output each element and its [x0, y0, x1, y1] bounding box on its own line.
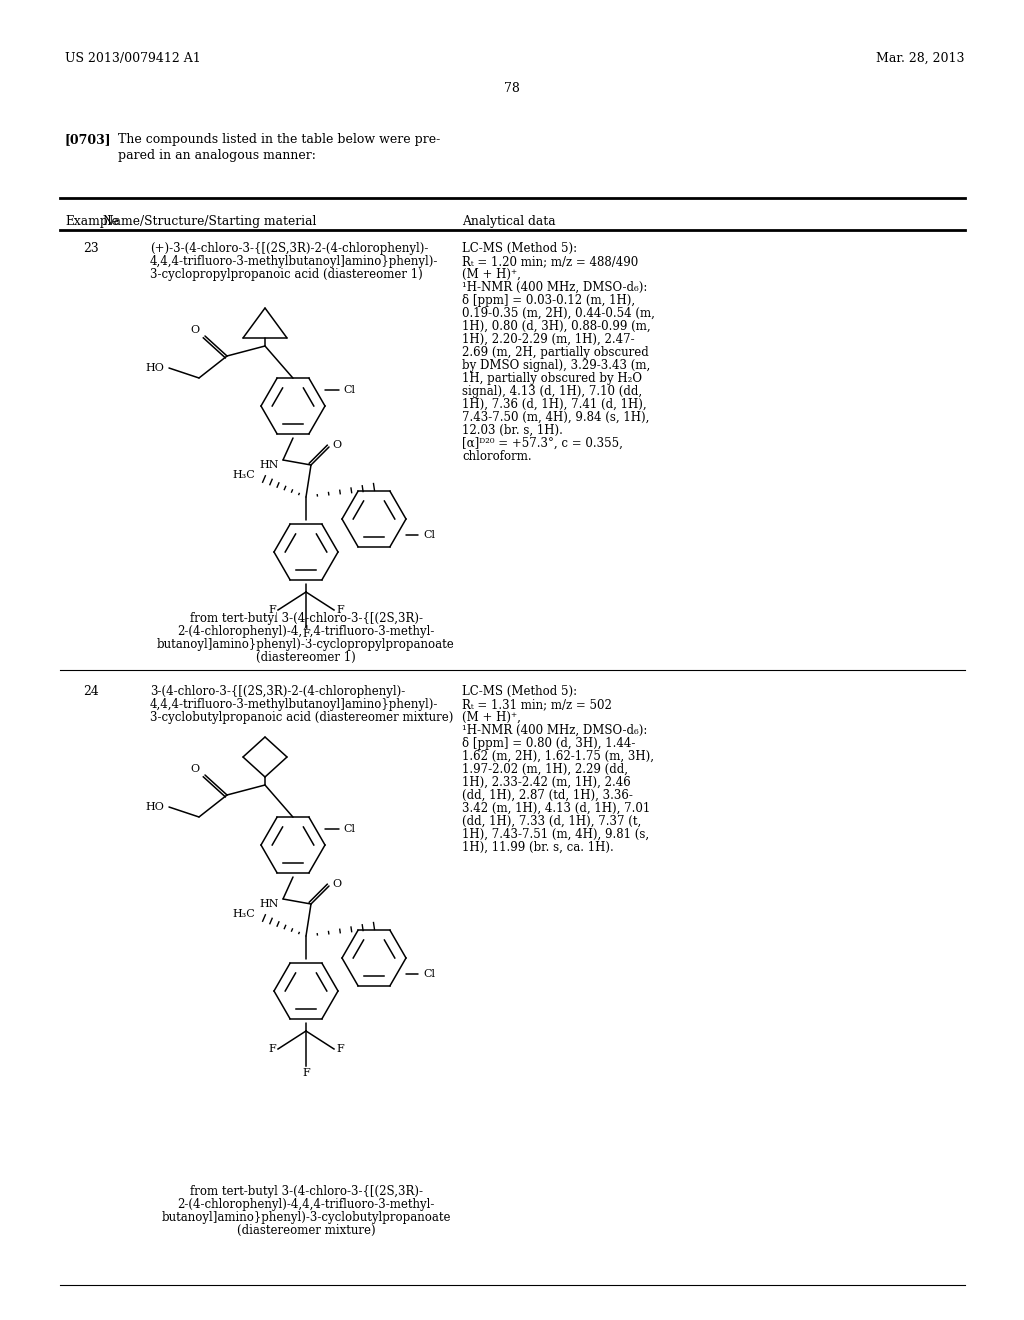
- Text: 24: 24: [83, 685, 98, 698]
- Text: 1H), 7.43-7.51 (m, 4H), 9.81 (s,: 1H), 7.43-7.51 (m, 4H), 9.81 (s,: [462, 828, 649, 841]
- Text: 12.03 (br. s, 1H).: 12.03 (br. s, 1H).: [462, 424, 563, 437]
- Text: F: F: [268, 1044, 275, 1053]
- Text: Rₜ = 1.20 min; m/z = 488/490: Rₜ = 1.20 min; m/z = 488/490: [462, 255, 638, 268]
- Text: HN: HN: [259, 899, 279, 909]
- Text: Name/Structure/Starting material: Name/Structure/Starting material: [103, 215, 316, 228]
- Text: 23: 23: [83, 242, 98, 255]
- Text: LC-MS (Method 5):: LC-MS (Method 5):: [462, 242, 578, 255]
- Text: Cl: Cl: [343, 824, 355, 834]
- Text: 1.62 (m, 2H), 1.62-1.75 (m, 3H),: 1.62 (m, 2H), 1.62-1.75 (m, 3H),: [462, 750, 654, 763]
- Text: signal), 4.13 (d, 1H), 7.10 (dd,: signal), 4.13 (d, 1H), 7.10 (dd,: [462, 385, 642, 399]
- Text: F: F: [302, 630, 310, 639]
- Text: 2.69 (m, 2H, partially obscured: 2.69 (m, 2H, partially obscured: [462, 346, 649, 359]
- Text: F: F: [302, 1068, 310, 1078]
- Text: The compounds listed in the table below were pre-: The compounds listed in the table below …: [118, 133, 440, 147]
- Text: H₃C: H₃C: [232, 909, 255, 919]
- Text: 2-(4-chlorophenyl)-4,4,4-trifluoro-3-methyl-: 2-(4-chlorophenyl)-4,4,4-trifluoro-3-met…: [177, 624, 434, 638]
- Text: 1H), 0.80 (d, 3H), 0.88-0.99 (m,: 1H), 0.80 (d, 3H), 0.88-0.99 (m,: [462, 319, 650, 333]
- Text: (dd, 1H), 7.33 (d, 1H), 7.37 (t,: (dd, 1H), 7.33 (d, 1H), 7.37 (t,: [462, 814, 641, 828]
- Text: δ [ppm] = 0.03-0.12 (m, 1H),: δ [ppm] = 0.03-0.12 (m, 1H),: [462, 294, 635, 308]
- Text: US 2013/0079412 A1: US 2013/0079412 A1: [65, 51, 201, 65]
- Text: butanoyl]amino}phenyl)-3-cyclopropylpropanoate: butanoyl]amino}phenyl)-3-cyclopropylprop…: [157, 638, 455, 651]
- Text: (M + H)⁺,: (M + H)⁺,: [462, 268, 521, 281]
- Text: Cl: Cl: [423, 531, 435, 540]
- Text: O: O: [190, 325, 200, 335]
- Text: O: O: [333, 440, 342, 450]
- Text: butanoyl]amino}phenyl)-3-cyclobutylpropanoate: butanoyl]amino}phenyl)-3-cyclobutylpropa…: [161, 1210, 451, 1224]
- Text: 4,4,4-trifluoro-3-methylbutanoyl]amino}phenyl)-: 4,4,4-trifluoro-3-methylbutanoyl]amino}p…: [150, 698, 438, 711]
- Text: 3-cyclopropylpropanoic acid (diastereomer 1): 3-cyclopropylpropanoic acid (diastereome…: [150, 268, 423, 281]
- Text: 3-cyclobutylpropanoic acid (diastereomer mixture): 3-cyclobutylpropanoic acid (diastereomer…: [150, 711, 454, 723]
- Text: δ [ppm] = 0.80 (d, 3H), 1.44-: δ [ppm] = 0.80 (d, 3H), 1.44-: [462, 737, 635, 750]
- Text: O: O: [333, 879, 342, 888]
- Text: H₃C: H₃C: [232, 470, 255, 480]
- Text: HO: HO: [145, 363, 165, 374]
- Text: 78: 78: [504, 82, 520, 95]
- Text: 1H), 2.20-2.29 (m, 1H), 2.47-: 1H), 2.20-2.29 (m, 1H), 2.47-: [462, 333, 635, 346]
- Text: 3-(4-chloro-3-{[(2S,3R)-2-(4-chlorophenyl)-: 3-(4-chloro-3-{[(2S,3R)-2-(4-chloropheny…: [150, 685, 406, 698]
- Text: (dd, 1H), 2.87 (td, 1H), 3.36-: (dd, 1H), 2.87 (td, 1H), 3.36-: [462, 789, 633, 803]
- Text: 0.19-0.35 (m, 2H), 0.44-0.54 (m,: 0.19-0.35 (m, 2H), 0.44-0.54 (m,: [462, 308, 655, 319]
- Text: from tert-butyl 3-(4-chloro-3-{[(2S,3R)-: from tert-butyl 3-(4-chloro-3-{[(2S,3R)-: [189, 1185, 423, 1199]
- Text: [α]ᴰ²⁰ = +57.3°, c = 0.355,: [α]ᴰ²⁰ = +57.3°, c = 0.355,: [462, 437, 623, 450]
- Text: (diastereomer 1): (diastereomer 1): [256, 651, 356, 664]
- Text: Analytical data: Analytical data: [462, 215, 556, 228]
- Text: 1H), 7.36 (d, 1H), 7.41 (d, 1H),: 1H), 7.36 (d, 1H), 7.41 (d, 1H),: [462, 399, 646, 411]
- Text: by DMSO signal), 3.29-3.43 (m,: by DMSO signal), 3.29-3.43 (m,: [462, 359, 650, 372]
- Text: 1H, partially obscured by H₂O: 1H, partially obscured by H₂O: [462, 372, 642, 385]
- Text: O: O: [190, 764, 200, 774]
- Text: F: F: [268, 605, 275, 615]
- Text: (M + H)⁺,: (M + H)⁺,: [462, 711, 521, 723]
- Text: HN: HN: [259, 459, 279, 470]
- Text: chloroform.: chloroform.: [462, 450, 531, 463]
- Text: 3.42 (m, 1H), 4.13 (d, 1H), 7.01: 3.42 (m, 1H), 4.13 (d, 1H), 7.01: [462, 803, 650, 814]
- Text: (+)-3-(4-chloro-3-{[(2S,3R)-2-(4-chlorophenyl)-: (+)-3-(4-chloro-3-{[(2S,3R)-2-(4-chlorop…: [150, 242, 428, 255]
- Text: Cl: Cl: [343, 385, 355, 395]
- Text: 7.43-7.50 (m, 4H), 9.84 (s, 1H),: 7.43-7.50 (m, 4H), 9.84 (s, 1H),: [462, 411, 649, 424]
- Text: F: F: [336, 605, 344, 615]
- Text: 4,4,4-trifluoro-3-methylbutanoyl]amino}phenyl)-: 4,4,4-trifluoro-3-methylbutanoyl]amino}p…: [150, 255, 438, 268]
- Text: 1H), 2.33-2.42 (m, 1H), 2.46: 1H), 2.33-2.42 (m, 1H), 2.46: [462, 776, 631, 789]
- Text: 1.97-2.02 (m, 1H), 2.29 (dd,: 1.97-2.02 (m, 1H), 2.29 (dd,: [462, 763, 628, 776]
- Text: 2-(4-chlorophenyl)-4,4,4-trifluoro-3-methyl-: 2-(4-chlorophenyl)-4,4,4-trifluoro-3-met…: [177, 1199, 434, 1210]
- Text: F: F: [336, 1044, 344, 1053]
- Text: from tert-butyl 3-(4-chloro-3-{[(2S,3R)-: from tert-butyl 3-(4-chloro-3-{[(2S,3R)-: [189, 612, 423, 624]
- Text: Rₜ = 1.31 min; m/z = 502: Rₜ = 1.31 min; m/z = 502: [462, 698, 612, 711]
- Text: HO: HO: [145, 803, 165, 812]
- Text: [0703]: [0703]: [65, 133, 112, 147]
- Text: 1H), 11.99 (br. s, ca. 1H).: 1H), 11.99 (br. s, ca. 1H).: [462, 841, 613, 854]
- Text: Example: Example: [65, 215, 119, 228]
- Text: LC-MS (Method 5):: LC-MS (Method 5):: [462, 685, 578, 698]
- Text: ¹H-NMR (400 MHz, DMSO-d₆):: ¹H-NMR (400 MHz, DMSO-d₆):: [462, 723, 647, 737]
- Text: pared in an analogous manner:: pared in an analogous manner:: [118, 149, 315, 162]
- Text: Cl: Cl: [423, 969, 435, 979]
- Text: ¹H-NMR (400 MHz, DMSO-d₆):: ¹H-NMR (400 MHz, DMSO-d₆):: [462, 281, 647, 294]
- Text: Mar. 28, 2013: Mar. 28, 2013: [877, 51, 965, 65]
- Text: (diastereomer mixture): (diastereomer mixture): [237, 1224, 376, 1237]
